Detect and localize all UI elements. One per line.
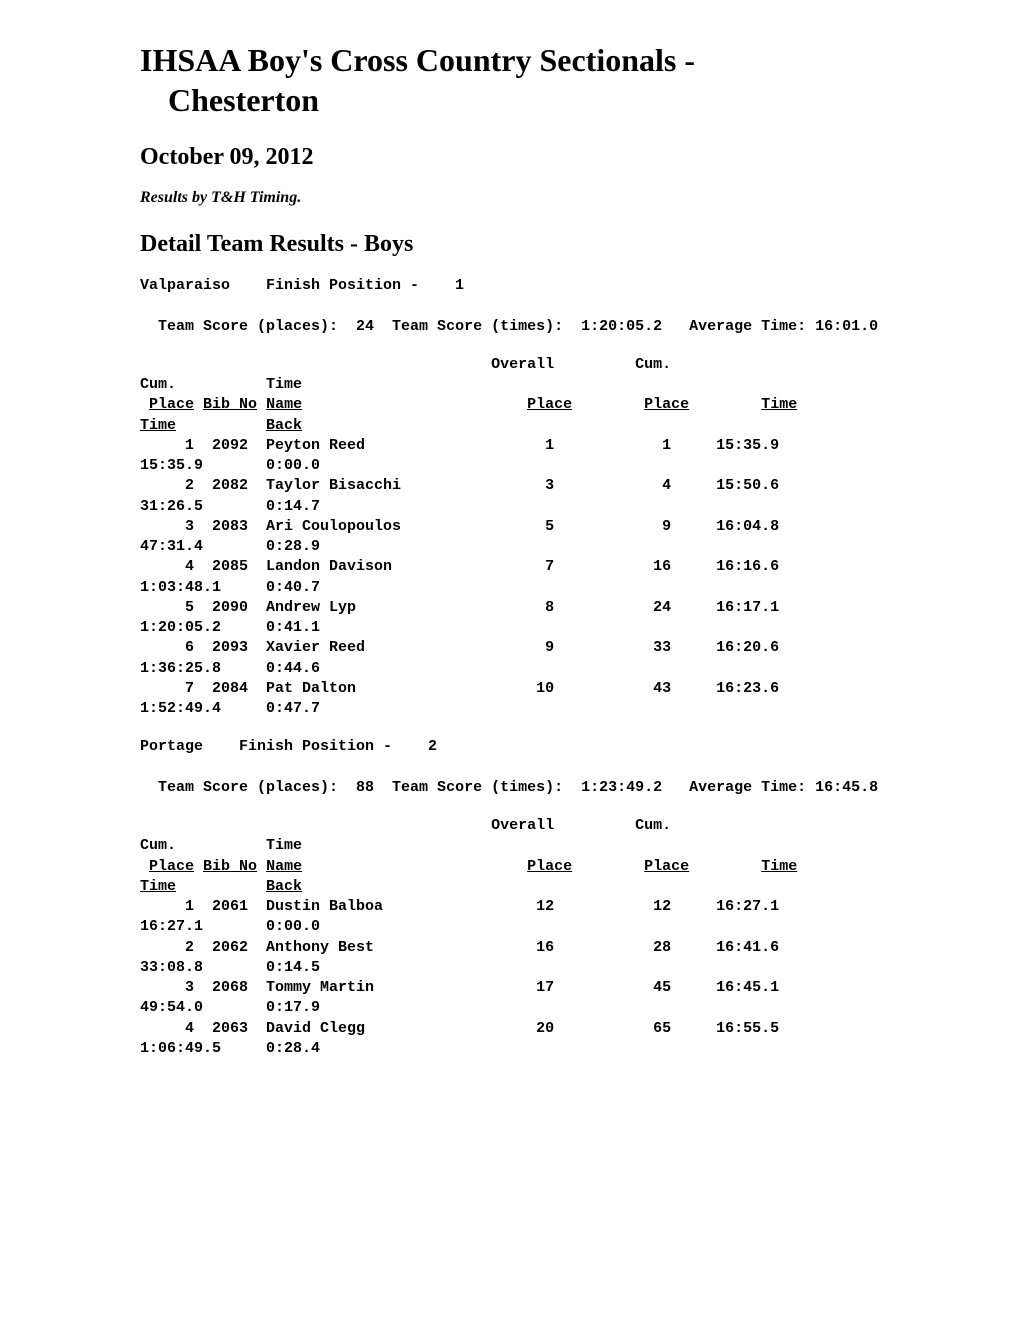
document-body: IHSAA Boy's Cross Country Sectionals - C… [0, 0, 1020, 1117]
team-summary: Portage Finish Position - 2 Team Score (… [140, 737, 940, 798]
page-title: IHSAA Boy's Cross Country Sectionals - C… [140, 40, 940, 120]
results-byline: Results by T&H Timing. [140, 189, 940, 207]
date-heading: October 09, 2012 [140, 144, 940, 171]
results-table: Overall Cum. Cum. Time Place Bib No Name… [140, 816, 940, 1059]
teams-container: Valparaiso Finish Position - 1 Team Scor… [140, 276, 940, 1059]
title-line-2: Chesterton [140, 80, 940, 120]
title-line-1: IHSAA Boy's Cross Country Sectionals - [140, 42, 695, 78]
team-summary: Valparaiso Finish Position - 1 Team Scor… [140, 276, 940, 337]
section-heading: Detail Team Results - Boys [140, 231, 940, 258]
results-table: Overall Cum. Cum. Time Place Bib No Name… [140, 355, 940, 720]
